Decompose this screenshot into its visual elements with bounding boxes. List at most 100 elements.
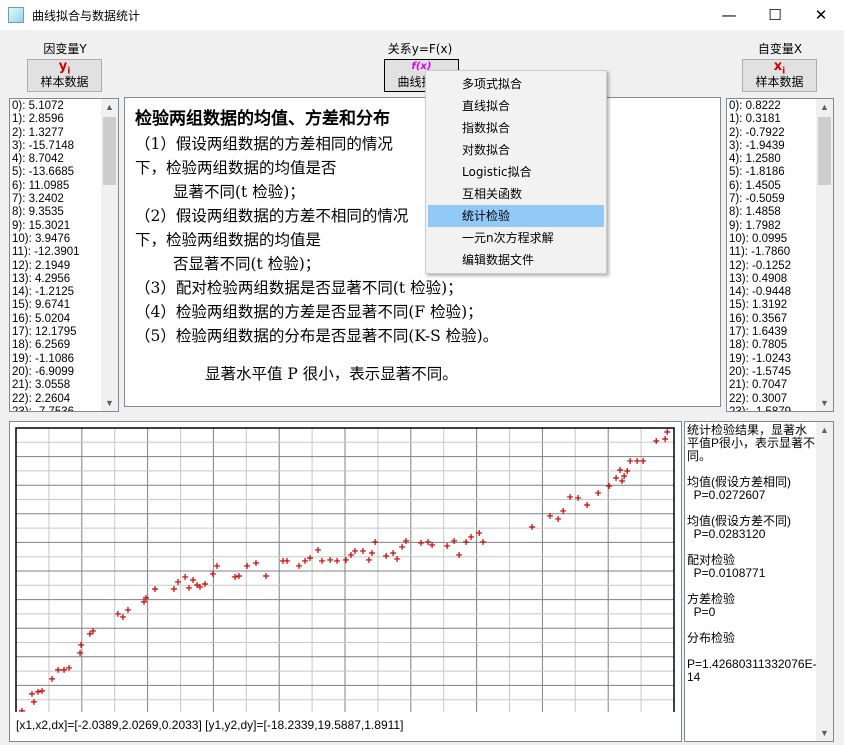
menu-item[interactable]: 互相关函数	[428, 183, 604, 205]
test-result-box[interactable]: ▲ ▼ 统计检验结果，显著水平值P很小，表示显著不同。 均值(假设方差相同) P=0…	[684, 421, 834, 742]
menu-item[interactable]: 一元n次方程求解	[428, 227, 604, 249]
menu-item[interactable]: 直线拟合	[428, 95, 604, 117]
y-list-item[interactable]: 5): -13.6685	[12, 166, 75, 179]
data-point	[624, 468, 631, 475]
x-list-item[interactable]: 1): 0.3181	[729, 113, 781, 126]
y-list-item[interactable]: 1): 2.8596	[12, 113, 64, 126]
scroll-down-icon[interactable]: ▼	[820, 398, 829, 408]
x-list-item[interactable]: 14): -0.9448	[729, 286, 792, 299]
y-list-item[interactable]: 23): -7.7536	[12, 405, 75, 412]
menu-item[interactable]: 统计检验	[428, 205, 604, 227]
x-list-item[interactable]: 2): -0.7922	[729, 126, 785, 139]
x-list-item[interactable]: 22): 0.3007	[729, 392, 788, 405]
scroll-thumb[interactable]	[818, 117, 831, 185]
data-point	[124, 606, 131, 613]
y-data-list[interactable]: ▲ ▼ 0): 5.1072 1): 2.8596 2): 1.3277 3): -15…	[9, 98, 119, 412]
data-point	[61, 666, 68, 673]
x-list-item[interactable]: 21): 0.7047	[729, 379, 788, 392]
x-list-item[interactable]: 23): -1.5879	[729, 405, 792, 412]
y-list-item[interactable]: 21): 3.0558	[12, 379, 71, 392]
data-point	[196, 583, 203, 590]
data-point	[613, 474, 620, 481]
data-point	[77, 649, 84, 656]
window-title: 曲线拟合与数据统计	[32, 8, 141, 23]
x-list-item[interactable]: 12): -0.1252	[729, 259, 792, 272]
scroll-up-icon[interactable]: ▲	[820, 425, 829, 435]
x-list-item[interactable]: 0): 0.8222	[729, 100, 781, 112]
close-button[interactable]: ✕	[814, 6, 828, 24]
x-sample-data-button[interactable]: xi 样本数据	[742, 59, 817, 92]
menu-item[interactable]: 对数拟合	[428, 139, 604, 161]
scroll-up-icon[interactable]: ▲	[820, 102, 829, 112]
y-list-item[interactable]: 16): 5.0204	[12, 312, 71, 325]
y-list-item[interactable]: 15): 9.6741	[12, 299, 71, 312]
y-list-item[interactable]: 7): 3.2402	[12, 193, 64, 206]
result-line: 均值(假设方差相同)	[687, 475, 791, 489]
x-list-item[interactable]: 9): 1.7982	[729, 219, 781, 232]
y-list-item[interactable]: 14): -1.2125	[12, 286, 75, 299]
y-list-item[interactable]: 12): 2.1949	[12, 259, 71, 272]
menu-item[interactable]: 编辑数据文件	[428, 249, 604, 271]
scroll-down-icon[interactable]: ▼	[105, 398, 114, 408]
y-list-item[interactable]: 6): 11.0985	[12, 179, 70, 192]
maximize-button[interactable]: ☐	[768, 6, 782, 24]
y-list-item[interactable]: 22): 2.2604	[12, 392, 71, 405]
x-list-item[interactable]: 7): -0.5059	[729, 193, 785, 206]
menu-item[interactable]: Logistic拟合	[428, 161, 604, 183]
x-list-item[interactable]: 10): 0.0995	[729, 232, 788, 245]
scroll-down-icon[interactable]: ▼	[820, 728, 829, 738]
x-list-scrollbar[interactable]: ▲ ▼	[816, 99, 833, 411]
y-list-item[interactable]: 3): -15.7148	[12, 139, 75, 152]
y-list-item[interactable]: 2): 1.3277	[12, 126, 64, 139]
data-point	[18, 707, 25, 712]
x-list-item[interactable]: 8): 1.4858	[729, 206, 781, 219]
y-list-item[interactable]: 10): 3.9476	[12, 232, 71, 245]
data-point	[529, 523, 536, 530]
x-list-item[interactable]: 3): -1.9439	[729, 139, 785, 152]
menu-item[interactable]: 多项式拟合	[428, 73, 604, 95]
data-point	[451, 537, 458, 544]
description-title: 检验两组数据的均值、方差和分布	[135, 109, 390, 129]
y-list-item[interactable]: 18): 6.2569	[12, 339, 71, 352]
minimize-button[interactable]: —	[721, 6, 737, 24]
x-list-item[interactable]: 19): -1.0243	[729, 352, 792, 365]
y-list-item[interactable]: 9): 15.3021	[12, 219, 71, 232]
y-list-item[interactable]: 13): 4.2956	[12, 272, 71, 285]
data-point	[560, 507, 567, 514]
data-point	[390, 549, 397, 556]
y-list-scrollbar[interactable]: ▲ ▼	[101, 99, 118, 411]
data-point	[78, 641, 85, 648]
result-line: 方差检验	[687, 592, 736, 606]
menu-item-label: 直线拟合	[462, 99, 511, 113]
x-list-item[interactable]: 16): 0.3567	[729, 312, 788, 325]
x-list-item[interactable]: 17): 1.6439	[729, 326, 788, 339]
scroll-thumb[interactable]	[103, 117, 116, 185]
y-list-item[interactable]: 20): -6.9099	[12, 365, 75, 378]
data-point	[575, 494, 582, 501]
x-list-item[interactable]: 18): 0.7805	[729, 339, 788, 352]
x-list-item[interactable]: 5): -1.8186	[729, 166, 785, 179]
x-list-item[interactable]: 4): 1.2580	[729, 153, 781, 166]
menu-item-label: 对数拟合	[462, 143, 511, 157]
scatter-plot-panel: [x1,x2,dx]=[-2.0389,2.0269,0.2033] [y1,y…	[9, 421, 682, 742]
x-list-item[interactable]: 20): -1.5745	[729, 365, 792, 378]
menu-item[interactable]: 指数拟合	[428, 117, 604, 139]
x-list-item[interactable]: 6): 1.4505	[729, 179, 781, 192]
scroll-up-icon[interactable]: ▲	[105, 102, 114, 112]
result-scrollbar[interactable]: ▲ ▼	[816, 422, 833, 741]
result-line: P=0	[687, 605, 716, 619]
y-list-item[interactable]: 4): 8.7042	[12, 153, 64, 166]
x-list-item[interactable]: 15): 1.3192	[729, 299, 788, 312]
data-point	[429, 541, 436, 548]
y-sample-data-button[interactable]: yi 样本数据	[27, 59, 102, 92]
y-list-item[interactable]: 8): 9.3535	[12, 206, 64, 219]
x-list-item[interactable]: 11): -1.7860	[729, 246, 791, 259]
y-list-item[interactable]: 17): 12.1795	[12, 326, 77, 339]
data-point	[66, 664, 73, 671]
y-list-item[interactable]: 11): -12.3901	[12, 246, 80, 259]
x-data-list[interactable]: ▲ ▼ 0): 0.8222 1): 0.3181 2): -0.7922 3): -1…	[726, 98, 834, 412]
y-list-item[interactable]: 0): 5.1072	[12, 100, 64, 112]
y-list-item[interactable]: 19): -1.1086	[12, 352, 75, 365]
x-list-item[interactable]: 13): 0.4908	[729, 272, 788, 285]
data-point	[314, 546, 321, 553]
